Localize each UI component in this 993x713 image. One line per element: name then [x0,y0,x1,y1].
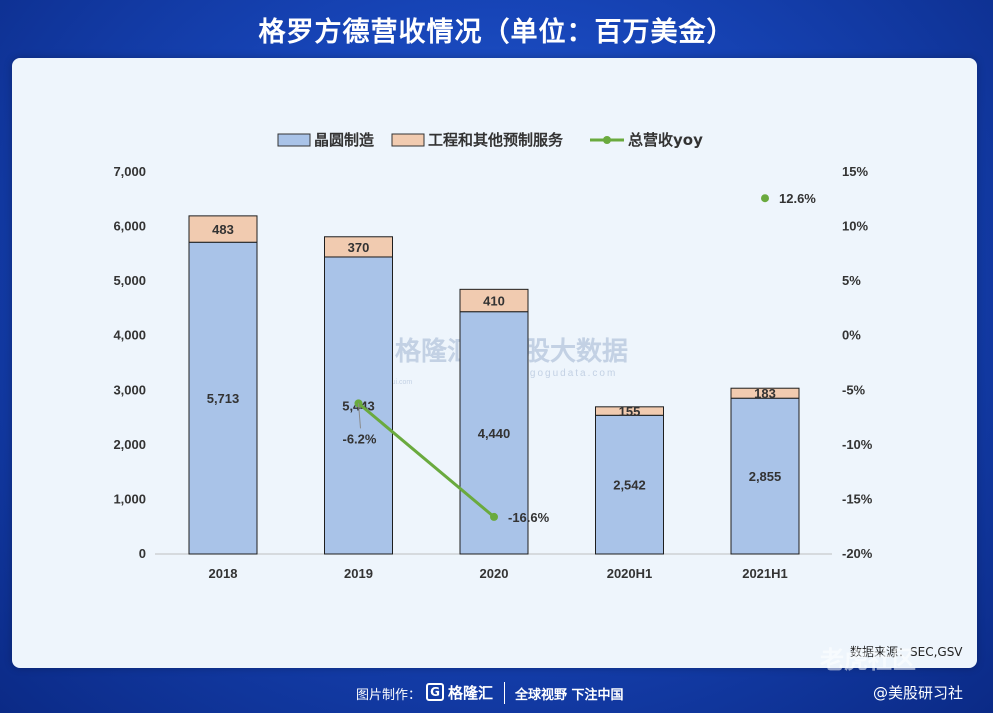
yoy-point-2020 [490,512,498,521]
bar-label-wafer: 2,855 [749,469,782,484]
bar-label-services: 155 [619,404,641,419]
watermark-partner-url: www.gogudata.com [497,368,617,379]
legend-swatch-services [391,133,425,147]
footer-divider [504,682,505,704]
bar-label-services: 370 [348,240,370,255]
y-left-tick-label: 3,000 [113,382,146,397]
bar-label-services: 410 [483,294,505,309]
author-handle: @美股研习社 [873,684,964,702]
slogan: 全球视野 下注中国 [515,688,624,703]
brand-logo-icon: G [426,683,444,701]
x-tick-label: 2020H1 [607,566,653,581]
bar-label-wafer: 2,542 [613,478,646,493]
yoy-line [357,402,495,519]
bar-label-wafer: 5,713 [207,391,240,406]
bar-services-2018 [188,215,258,243]
y-right-tick-label: 10% [842,219,868,234]
y-left-tick-label: 1,000 [113,491,146,506]
x-tick-label: 2019 [344,566,373,581]
bar-services-2020 [459,288,529,313]
y-left-tick-label: 6,000 [113,219,146,234]
y-right-tick-label: -20% [842,546,873,561]
legend-swatch-wafer [277,133,311,147]
yoy-label: 12.6% [779,191,816,206]
legend-label-services: 工程和其他预制服务 [428,131,564,149]
page-title: 格罗方德营收情况（单位：百万美金） [258,17,735,48]
y-right-tick-label: 15% [842,164,868,179]
y-left-tick-label: 5,000 [113,273,146,288]
bar-label-services: 183 [754,386,776,401]
legend-marker-yoy [603,136,611,144]
y-left-tick-label: 2,000 [113,437,146,452]
bar-services-2019 [324,236,393,258]
brand-name: 格隆汇 [448,684,494,702]
x-tick-label: 2018 [209,566,238,581]
y-left-tick-label: 0 [139,546,146,561]
legend-label-yoy: 总营收yoy [628,131,703,149]
yoy-label: -6.2% [343,431,377,446]
footer: 图片制作： G 格隆汇 全球视野 下注中国 @美股研习社 [0,676,993,713]
tiger-watermark: 老虎社区 [820,646,916,674]
bar-label-services: 483 [212,222,234,237]
x-tick-label: 2020 [480,566,509,581]
bar-label-wafer: 4,440 [478,426,511,441]
chart-panel: 格隆汇www.gelonghui.com勾股大数据www.gogudata.co… [12,58,977,668]
yoy-point-2021H1 [761,194,769,203]
revenue-chart: 格隆汇www.gelonghui.com勾股大数据www.gogudata.co… [113,131,873,581]
yoy-label: -16.6% [508,510,550,525]
y-right-tick-label: -5% [842,382,866,397]
y-right-tick-label: 5% [842,273,861,288]
bar-services-2020H1 [595,406,664,416]
y-left-tick-label: 7,000 [113,164,146,179]
bar-services-2021H1 [730,387,800,399]
y-left-tick-label: 4,000 [113,328,146,343]
made-by-label: 图片制作： [356,688,422,703]
y-right-tick-label: -15% [842,491,873,506]
y-right-tick-label: -10% [842,437,873,452]
yoy-label-leader [358,403,361,429]
source-note: 数据来源：SEC,GSV [850,645,963,659]
y-right-tick-label: 0% [842,328,861,343]
legend-label-wafer: 晶圆制造 [314,131,374,149]
x-tick-label: 2021H1 [742,566,788,581]
